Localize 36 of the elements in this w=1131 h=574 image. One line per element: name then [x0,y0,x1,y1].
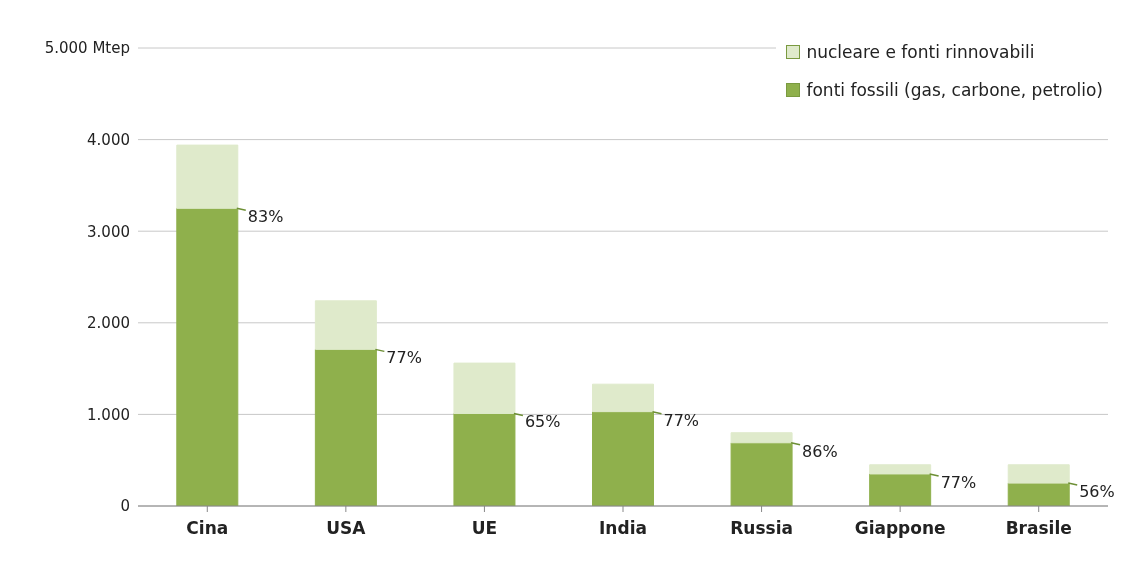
bar [869,473,932,506]
bar [592,411,655,506]
bar [1007,464,1070,484]
annotation: 77% [663,410,700,430]
annotation: 77% [386,348,422,368]
bar [314,348,377,506]
x-tick-label: Brasile [1005,518,1072,539]
annotation: 86% [802,441,838,461]
annotation: 77% [940,472,977,492]
legend-label: fonti fossili (gas, carbone, petrolio) [806,80,1103,100]
bar [730,432,793,444]
bar [314,300,377,350]
bar [453,362,516,414]
y-tick-label: 2.000 [87,314,130,333]
x-tick-label: India [599,518,647,539]
bar [1007,482,1070,506]
y-tick-label: 1.000 [87,405,130,424]
x-tick-label: USA [326,518,367,539]
annotation: 83% [247,207,284,227]
x-tick-label: UE [471,518,498,539]
x-tick-label: Russia [730,518,793,539]
y-tick-label: 5.000 Mtep [44,39,130,58]
annotation: 56% [1079,482,1115,502]
bar [176,144,239,209]
x-tick-label: Giappone [854,518,946,539]
bar [592,383,655,413]
bar [453,412,516,506]
bar [730,442,793,506]
y-tick-label: 3.000 [87,222,130,241]
bar [176,207,239,506]
annotation: 65% [524,412,561,432]
x-tick-label: Cina [186,518,229,539]
y-tick-label: 0 [120,497,130,516]
y-tick-label: 4.000 [87,130,130,149]
bar [869,464,932,475]
legend-label: nucleare e fonti rinnovabili [806,42,1035,62]
